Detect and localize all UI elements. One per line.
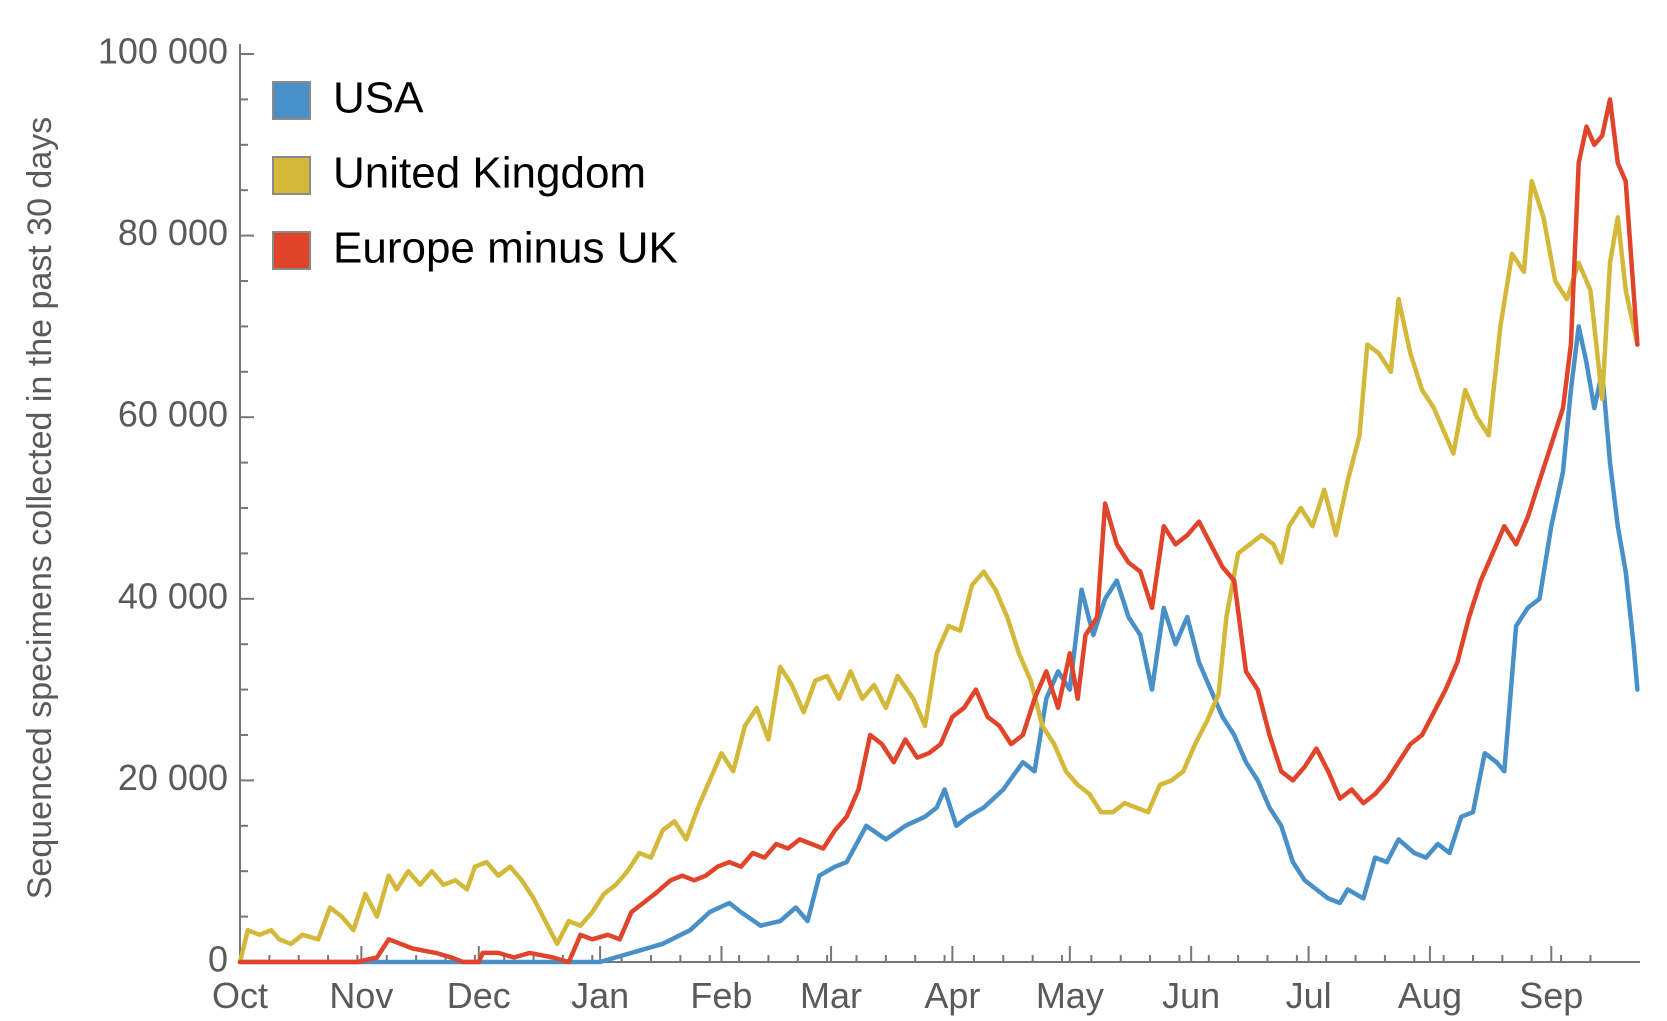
- series-line-usa: [237, 324, 1640, 965]
- series-line-united-kingdom: [237, 178, 1640, 965]
- series-group: [237, 97, 1640, 965]
- y-axis-title: Sequenced specimens collected in the pas…: [21, 117, 59, 900]
- x-tick-label: Nov: [329, 975, 393, 1016]
- legend-label: USA: [333, 74, 424, 123]
- legend-swatch: [272, 156, 311, 195]
- y-tick-label: 40 000: [118, 575, 228, 616]
- y-tick-label: 100 000: [98, 31, 228, 72]
- y-tick-label: 0: [208, 939, 228, 980]
- legend-label: United Kingdom: [333, 149, 646, 198]
- y-tick-label: 80 000: [118, 212, 228, 253]
- x-tick-label: Oct: [212, 975, 268, 1016]
- x-tick-label: May: [1036, 975, 1104, 1016]
- x-tick-label: Dec: [447, 975, 511, 1016]
- y-tick-label: 20 000: [118, 757, 228, 798]
- x-tick-label: Jan: [571, 975, 629, 1016]
- legend: USA United Kingdom Europe minus UK: [272, 74, 678, 273]
- x-tick-label: Jul: [1286, 975, 1332, 1016]
- axes: 0 20 000 40 000 60 000 80 000 100 000 Oct Nov De…: [98, 31, 1640, 1016]
- y-tick-label: 60 000: [118, 394, 228, 435]
- x-tick-label: Mar: [800, 975, 862, 1016]
- x-tick-label: Aug: [1398, 975, 1462, 1016]
- x-tick-label: Sep: [1519, 975, 1583, 1016]
- x-tick-label: Feb: [690, 975, 752, 1016]
- legend-swatch: [272, 81, 311, 120]
- x-tick-label: Apr: [924, 975, 980, 1016]
- series-line-europe-minus-uk: [237, 97, 1640, 965]
- legend-swatch: [272, 231, 311, 270]
- x-tick-label: Jun: [1162, 975, 1220, 1016]
- legend-label: Europe minus UK: [333, 224, 678, 273]
